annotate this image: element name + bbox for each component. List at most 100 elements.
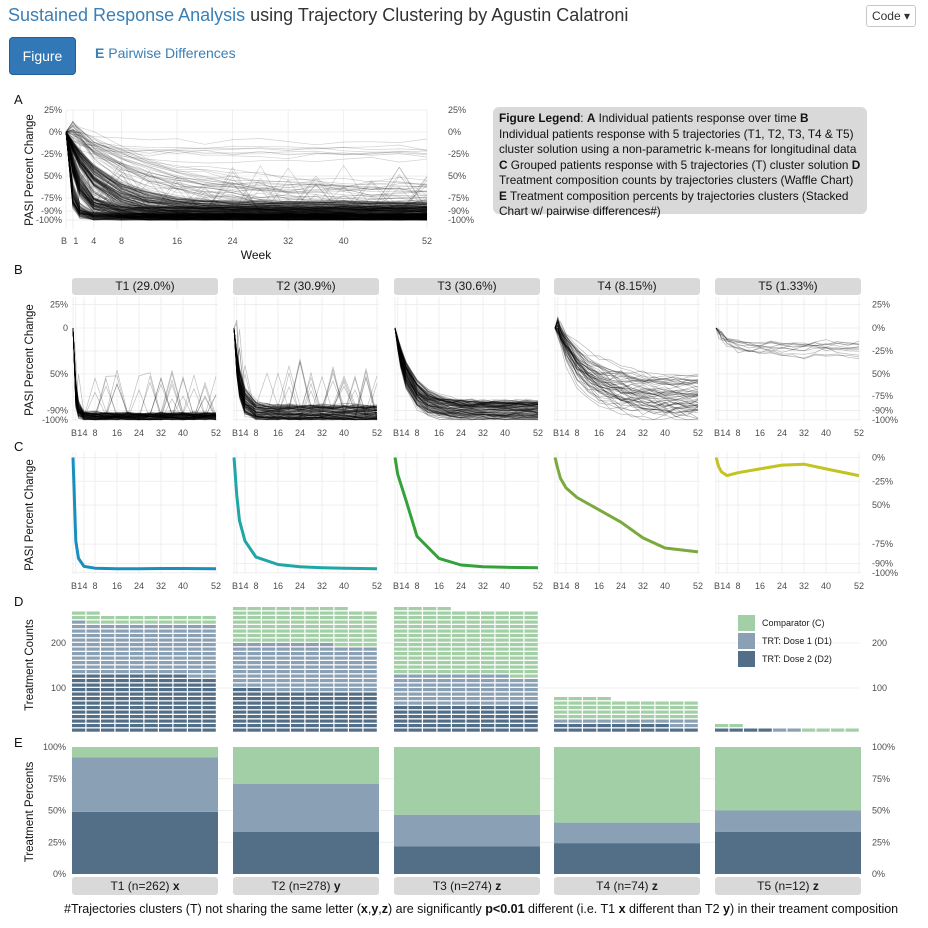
bold-text: y: [723, 902, 730, 916]
x-tick-label-b: 40: [178, 428, 188, 438]
y-tick-label-right-c: -90%: [872, 559, 893, 569]
patient-trajectory: [233, 327, 378, 420]
patient-trajectory: [65, 131, 428, 215]
patient-trajectory: [65, 131, 428, 218]
waffle-cell: [173, 620, 187, 624]
patient-trajectory: [65, 131, 428, 218]
x-tick-label-b: 8: [253, 428, 258, 438]
waffle-cell: [524, 616, 538, 620]
waffle-cell: [305, 719, 319, 723]
patient-trajectory: [65, 131, 428, 221]
waffle-cell: [481, 697, 495, 701]
waffle-cell: [247, 616, 261, 620]
patient-trajectory: [65, 131, 428, 221]
patient-trajectory: [233, 327, 378, 414]
waffle-cell: [452, 697, 466, 701]
waffle-cell: [305, 715, 319, 719]
x-tick-label-b: 1: [238, 428, 243, 438]
patient-trajectory: [233, 327, 378, 416]
waffle-cell: [363, 710, 377, 714]
waffle-cell: [423, 643, 437, 647]
waffle-cell: [130, 634, 144, 638]
waffle-cell: [334, 656, 348, 660]
waffle-cell: [510, 611, 524, 615]
waffle-cell: [173, 616, 187, 620]
waffle-cell: [291, 625, 305, 629]
patient-trajectory: [233, 327, 377, 414]
waffle-cell: [466, 647, 480, 651]
tab-figure[interactable]: Figure: [9, 37, 76, 75]
waffle-cell: [394, 661, 408, 665]
patient-trajectory: [65, 131, 428, 220]
patient-trajectory: [65, 131, 428, 212]
patient-trajectory: [65, 131, 428, 212]
patient-trajectory: [65, 131, 428, 221]
waffle-cell: [466, 724, 480, 728]
waffle-cell: [262, 634, 276, 638]
patient-trajectory: [72, 327, 217, 419]
waffle-cell: [773, 728, 787, 732]
waffle-cell: [247, 688, 261, 692]
patient-trajectory: [233, 327, 378, 411]
waffle-cell: [349, 656, 363, 660]
patient-trajectory: [65, 131, 428, 213]
waffle-cell: [101, 661, 115, 665]
waffle-cell: [291, 683, 305, 687]
waffle-cell: [408, 719, 422, 723]
patient-trajectory: [65, 131, 428, 220]
patient-trajectory: [394, 327, 539, 407]
waffle-cell: [320, 670, 334, 674]
waffle-cell: [72, 643, 86, 647]
trajectory-lines-b: [72, 327, 217, 421]
tab-pairwise-differences[interactable]: E Pairwise Differences: [95, 45, 236, 61]
x-tick-label-c: B: [71, 581, 77, 591]
waffle-cell: [305, 688, 319, 692]
patient-trajectory: [65, 131, 428, 217]
waffle-cell: [437, 724, 451, 728]
waffle-cell: [173, 710, 187, 714]
waffle-cell: [597, 697, 611, 701]
patient-trajectory: [72, 327, 217, 421]
text-run: ) in their treament composition: [730, 902, 899, 916]
waffle-cell: [524, 697, 538, 701]
waffle-cell: [130, 674, 144, 678]
patient-trajectory: [233, 327, 378, 417]
patient-trajectory: [233, 327, 378, 417]
waffle-cell: [495, 656, 509, 660]
patient-trajectory: [72, 327, 217, 418]
waffle-cell: [437, 661, 451, 665]
patient-trajectory: [65, 131, 428, 210]
code-dropdown-button[interactable]: Code ▾: [866, 5, 916, 27]
waffle-cell: [408, 652, 422, 656]
cluster-label: T3 (n=274): [433, 879, 495, 893]
waffle-cell: [452, 692, 466, 696]
patient-trajectory: [394, 327, 539, 410]
patient-trajectory: [65, 131, 428, 212]
patient-trajectory: [394, 327, 539, 406]
patient-trajectory: [65, 131, 428, 215]
waffle-cell: [276, 629, 290, 633]
waffle-cell: [101, 710, 115, 714]
waffle-cell: [423, 647, 437, 651]
patient-trajectory: [394, 327, 539, 415]
patient-trajectory: [65, 131, 428, 218]
patient-trajectory: [233, 327, 378, 419]
patient-trajectory: [65, 131, 427, 205]
waffle-cell: [334, 665, 348, 669]
waffle-cell: [72, 652, 86, 656]
waffle-cell: [86, 629, 100, 633]
patient-trajectory: [72, 327, 217, 418]
waffle-cell: [159, 674, 173, 678]
waffle-cell: [86, 697, 100, 701]
patient-trajectory: [65, 131, 428, 221]
patient-trajectory: [65, 131, 428, 210]
patient-trajectory: [65, 131, 428, 217]
patient-trajectory: [65, 131, 428, 208]
waffle-cell: [524, 620, 538, 624]
patient-trajectory: [65, 120, 428, 204]
waffle-cell: [394, 692, 408, 696]
waffle-cell: [86, 683, 100, 687]
patient-trajectory: [65, 131, 428, 221]
patient-trajectory: [394, 327, 539, 419]
x-tick-label-b: 8: [574, 428, 579, 438]
